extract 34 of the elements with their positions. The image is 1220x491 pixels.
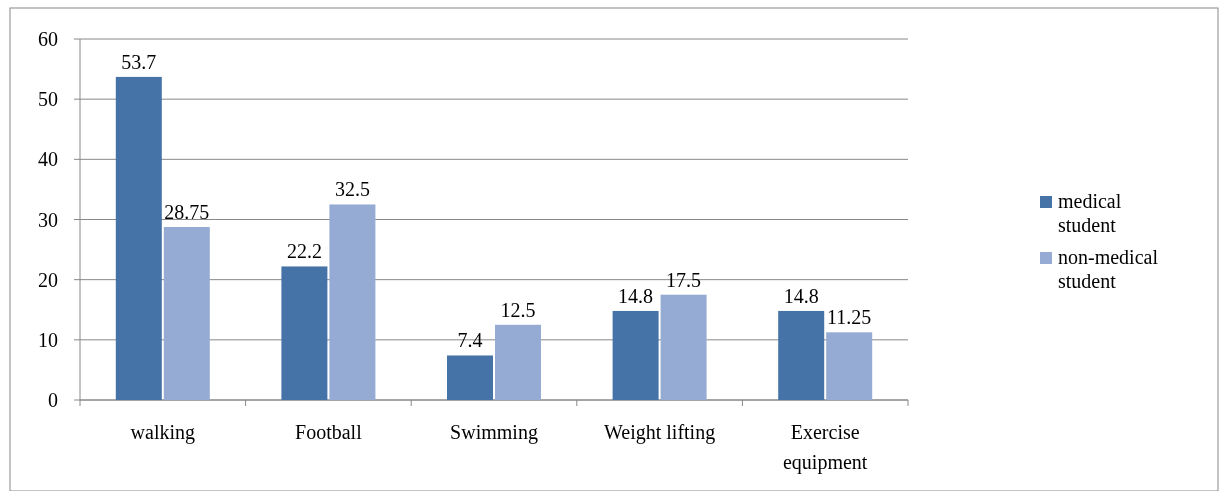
bar — [660, 294, 707, 400]
bar — [115, 76, 162, 400]
y-tick-label: 20 — [38, 268, 58, 291]
y-tick-label: 0 — [48, 389, 58, 411]
data-label: 32.5 — [334, 178, 370, 201]
bar — [612, 310, 659, 400]
y-tick-label: 40 — [38, 148, 58, 171]
data-label: 12.5 — [500, 298, 536, 321]
data-label: 22.2 — [286, 240, 322, 263]
y-tick-label: 10 — [38, 328, 58, 351]
legend-label: medical student — [1058, 190, 1122, 236]
data-label: 17.5 — [666, 268, 702, 291]
bar — [447, 355, 493, 400]
y-tick-label: 50 — [38, 88, 58, 111]
x-tick-label: Football — [295, 421, 363, 443]
bar — [826, 332, 873, 400]
x-tick-label: walking — [130, 421, 196, 444]
x-tick-label: Swimming — [450, 421, 538, 444]
x-tick-label: Weight lifting — [604, 421, 716, 444]
data-label: 14.8 — [783, 284, 819, 307]
bar — [495, 324, 541, 400]
legend-label: non-medical student — [1058, 246, 1159, 292]
data-label: 53.7 — [121, 50, 157, 73]
data-label: 14.8 — [618, 284, 654, 307]
bar — [163, 227, 210, 400]
data-label: 28.75 — [164, 201, 210, 224]
bar — [281, 266, 328, 400]
data-label: 7.4 — [457, 329, 483, 352]
bar — [329, 204, 376, 400]
data-label: 11.25 — [827, 306, 872, 329]
y-tick-label: 30 — [38, 208, 58, 231]
y-tick-label: 60 — [38, 28, 58, 50]
bar — [778, 310, 825, 400]
x-tick-label: Exercise equipment — [782, 421, 868, 474]
